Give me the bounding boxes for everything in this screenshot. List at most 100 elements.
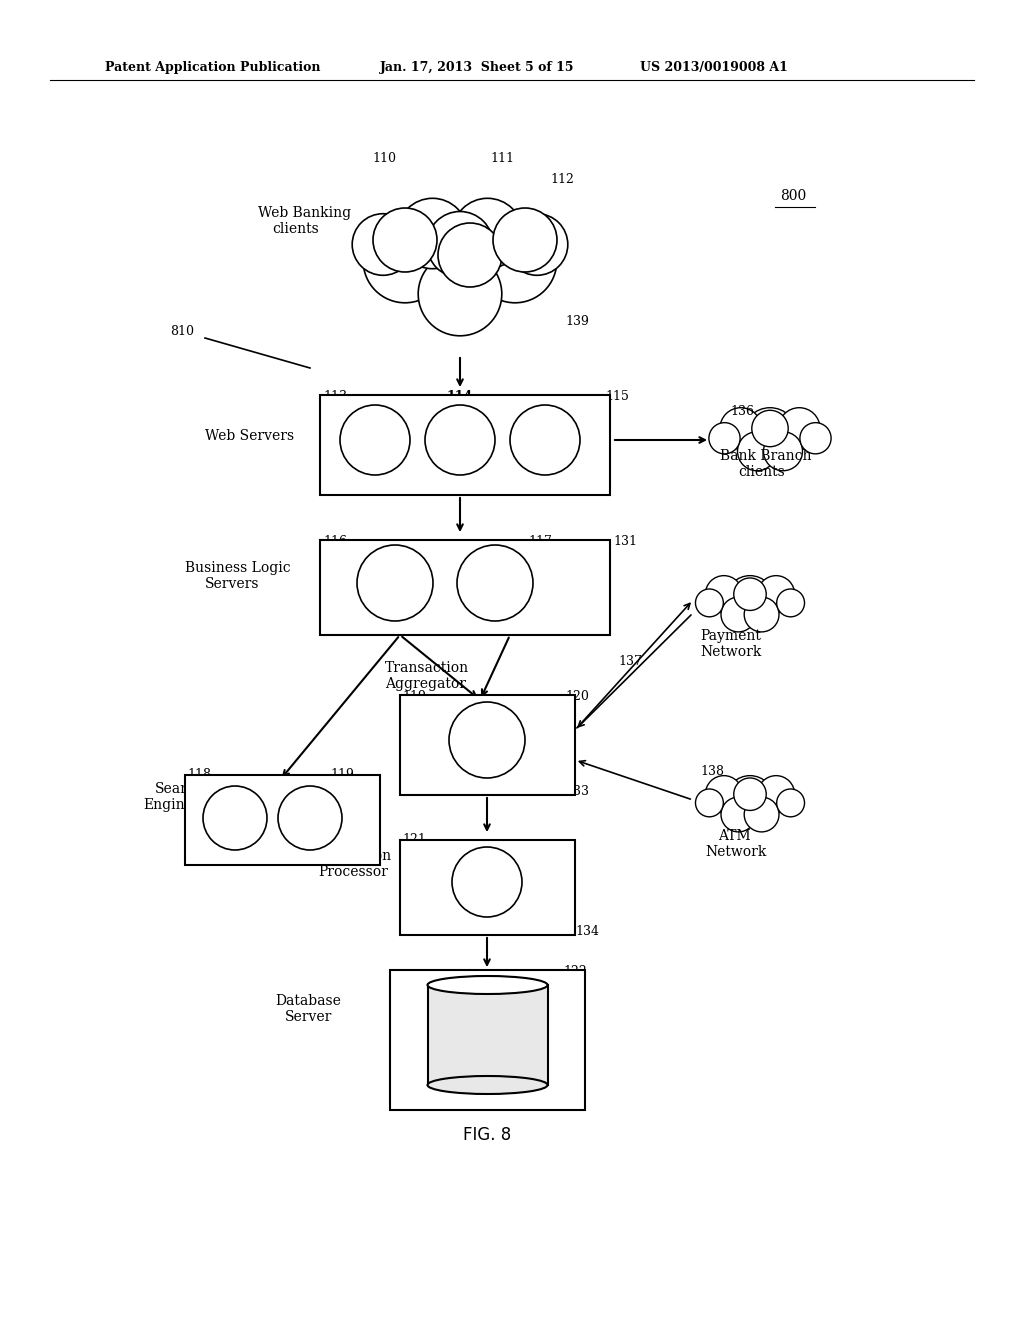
Text: 118: 118 (187, 768, 211, 781)
Bar (390, 970, 585, 1110)
Circle shape (493, 209, 557, 272)
Circle shape (278, 785, 342, 850)
Circle shape (800, 422, 831, 454)
Circle shape (742, 408, 798, 462)
Circle shape (737, 432, 776, 471)
Text: Jan. 17, 2013  Sheet 5 of 15: Jan. 17, 2013 Sheet 5 of 15 (380, 62, 574, 74)
Text: Business Logic: Business Logic (185, 561, 291, 576)
Text: 119: 119 (330, 768, 354, 781)
Text: 138: 138 (700, 766, 724, 777)
Text: 114: 114 (447, 389, 473, 403)
Text: 135: 135 (563, 1098, 587, 1111)
Text: Bank Branch: Bank Branch (720, 449, 811, 463)
Circle shape (340, 405, 410, 475)
Text: 130: 130 (500, 484, 524, 498)
Text: Web Servers: Web Servers (205, 429, 294, 444)
Text: 122: 122 (563, 965, 587, 978)
Circle shape (364, 219, 446, 302)
Text: Processor: Processor (318, 865, 388, 879)
Text: Patent Application Publication: Patent Application Publication (105, 62, 321, 74)
Text: Server: Server (285, 1010, 333, 1024)
Circle shape (758, 576, 795, 612)
Circle shape (734, 777, 766, 810)
Ellipse shape (427, 975, 548, 994)
Text: 117: 117 (528, 535, 552, 548)
Text: Transaction: Transaction (308, 849, 392, 863)
Circle shape (427, 211, 493, 277)
Circle shape (734, 578, 766, 610)
Circle shape (449, 702, 525, 777)
Circle shape (457, 545, 534, 620)
Circle shape (764, 432, 803, 471)
Circle shape (726, 576, 774, 624)
Text: Payment: Payment (700, 630, 761, 643)
Circle shape (778, 408, 820, 449)
Circle shape (758, 776, 795, 813)
Circle shape (203, 785, 267, 850)
Circle shape (776, 789, 805, 817)
Text: Search: Search (155, 781, 205, 796)
Circle shape (709, 422, 740, 454)
Bar (185, 775, 380, 865)
Text: 115: 115 (605, 389, 629, 403)
Text: 139: 139 (565, 315, 589, 327)
Text: 113: 113 (323, 389, 347, 403)
Text: 120: 120 (565, 690, 589, 704)
Circle shape (510, 405, 580, 475)
Circle shape (695, 589, 723, 616)
Text: 134: 134 (575, 925, 599, 939)
Text: 131: 131 (613, 535, 637, 548)
Text: 119: 119 (402, 690, 426, 704)
Circle shape (744, 797, 779, 832)
Circle shape (452, 847, 522, 917)
Circle shape (438, 223, 502, 286)
Circle shape (425, 405, 495, 475)
Circle shape (726, 776, 774, 825)
Text: FIG. 8: FIG. 8 (463, 1126, 511, 1144)
Circle shape (397, 198, 468, 269)
Circle shape (744, 597, 779, 632)
Circle shape (506, 214, 567, 276)
Circle shape (357, 545, 433, 620)
Text: ATM: ATM (718, 829, 751, 843)
Text: Network: Network (705, 845, 766, 859)
Text: 121: 121 (402, 833, 426, 846)
Text: 800: 800 (780, 189, 806, 203)
Text: clients: clients (272, 222, 318, 236)
Bar (400, 840, 575, 935)
Circle shape (706, 576, 742, 612)
Text: 137: 137 (618, 655, 642, 668)
Text: Transaction: Transaction (385, 661, 469, 675)
Text: Aggregator: Aggregator (385, 677, 466, 690)
Text: 110: 110 (372, 152, 396, 165)
Text: Network: Network (700, 645, 762, 659)
Ellipse shape (427, 1076, 548, 1094)
Circle shape (752, 411, 788, 446)
Circle shape (720, 408, 762, 449)
Text: Servers: Servers (205, 577, 259, 591)
Bar (319, 395, 610, 495)
Text: 132: 132 (187, 855, 211, 869)
Text: 136: 136 (730, 405, 754, 418)
Bar (427, 985, 548, 1085)
Circle shape (373, 209, 437, 272)
Circle shape (706, 776, 742, 813)
Bar (319, 540, 610, 635)
Text: 810: 810 (170, 325, 194, 338)
Circle shape (721, 797, 756, 832)
Text: Web Banking: Web Banking (258, 206, 351, 220)
Circle shape (776, 589, 805, 616)
Circle shape (695, 789, 723, 817)
Text: Engines: Engines (143, 799, 200, 812)
Text: clients: clients (738, 465, 784, 479)
Text: 116: 116 (323, 535, 347, 548)
Text: 112: 112 (550, 173, 573, 186)
Text: 111: 111 (490, 152, 514, 165)
Text: 133: 133 (565, 785, 589, 799)
Circle shape (352, 214, 414, 276)
Circle shape (418, 252, 502, 335)
Circle shape (473, 219, 557, 302)
Text: Database: Database (275, 994, 341, 1008)
Circle shape (721, 597, 756, 632)
Bar (400, 696, 575, 795)
